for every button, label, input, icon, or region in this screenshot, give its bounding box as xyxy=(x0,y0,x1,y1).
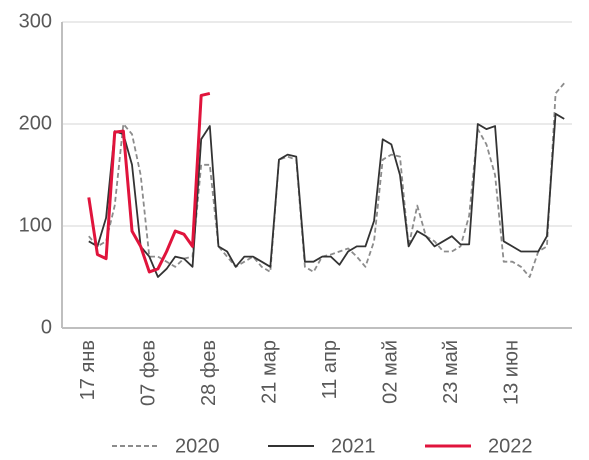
y-tick-label: 100 xyxy=(19,214,52,236)
y-tick-label: 0 xyxy=(41,316,52,338)
line-series xyxy=(88,112,565,278)
x-tick-label: 28 фев xyxy=(198,340,220,406)
x-tick-label: 17 янв xyxy=(77,340,99,400)
x-tick-label: 07 фев xyxy=(138,340,160,406)
line-series xyxy=(88,82,565,278)
y-tick-label: 300 xyxy=(19,10,52,32)
x-tick-label: 11 апр xyxy=(319,340,341,399)
x-tick-label: 02 май xyxy=(380,340,402,404)
legend-label: 2020 xyxy=(175,435,220,457)
legend-label: 2021 xyxy=(331,435,376,457)
legend-label: 2022 xyxy=(488,435,533,457)
x-tick-label: 23 май xyxy=(440,340,462,404)
y-tick-label: 200 xyxy=(19,112,52,134)
x-tick-label: 21 мар xyxy=(259,340,281,404)
line-series xyxy=(87,91,211,274)
x-tick-label: 13 июн xyxy=(501,340,523,405)
